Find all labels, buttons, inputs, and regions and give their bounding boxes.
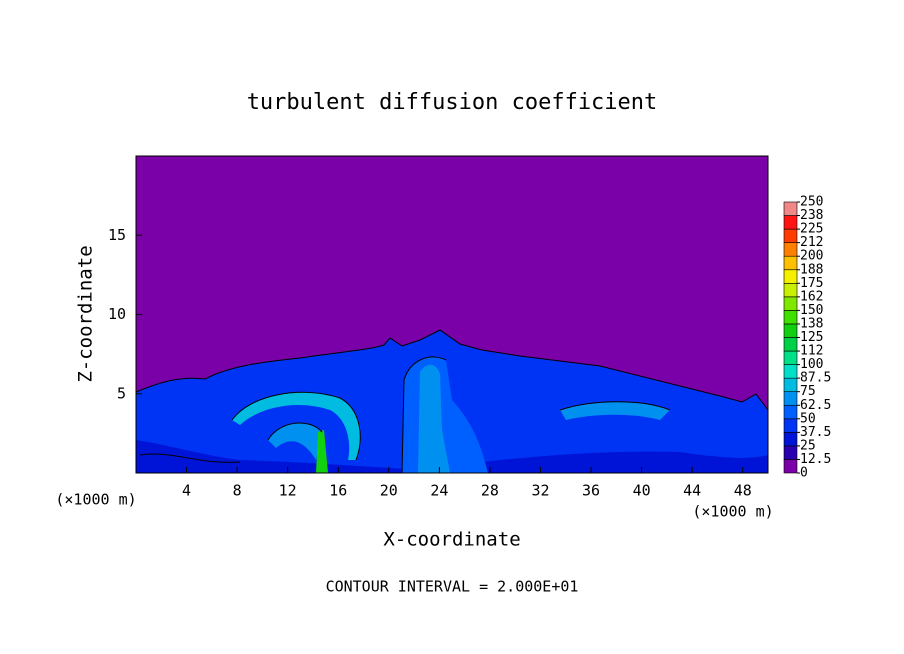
field <box>135 155 769 474</box>
x-tick-label: 32 <box>531 482 549 500</box>
colorbar-swatch <box>783 282 798 298</box>
colorbar-label: 50 <box>800 411 816 426</box>
colorbar-label: 188 <box>800 262 823 277</box>
x-tick-label: 20 <box>380 482 398 500</box>
chart-title: turbulent diffusion coefficient <box>247 90 658 115</box>
colorbar-swatch <box>783 391 798 406</box>
colorbar-swatch <box>783 242 798 257</box>
colorbar-label: 250 <box>800 195 823 210</box>
colorbar-label: 200 <box>800 249 823 264</box>
colorbar-swatch <box>783 445 798 460</box>
footnote: CONTOUR INTERVAL = 2.000E+01 <box>326 578 579 596</box>
field-region <box>268 422 322 460</box>
colorbar-label: 125 <box>800 330 823 345</box>
colorbar-swatch <box>783 350 798 365</box>
y-tick-label: 15 <box>108 226 126 244</box>
colorbar-swatch <box>783 201 798 216</box>
colorbar-swatch <box>783 323 798 338</box>
x-tick-label: 8 <box>233 482 242 500</box>
colorbar-label: 212 <box>800 235 823 250</box>
x-tick-label: 16 <box>329 482 347 500</box>
field-region <box>232 392 361 460</box>
colorbar-label: 100 <box>800 357 823 372</box>
colorbar-swatch <box>783 364 798 379</box>
field-region <box>560 401 670 420</box>
colorbar-swatch <box>783 310 798 325</box>
y-tick-label: 5 <box>117 384 126 402</box>
colorbar-label: 175 <box>800 276 823 291</box>
colorbar-swatch <box>783 459 798 474</box>
x-unit-label: (×1000 m) <box>692 503 773 521</box>
colorbar-label: 25 <box>800 438 816 453</box>
x-tick-label: 48 <box>734 482 752 500</box>
x-tick-label: 12 <box>279 482 297 500</box>
colorbar-swatch <box>783 404 798 420</box>
field-region <box>316 430 328 473</box>
y-unit-label: (×1000 m) <box>55 491 136 509</box>
colorbar-swatch <box>783 418 798 433</box>
x-tick-label: 24 <box>430 482 448 500</box>
colorbar-swatch <box>783 255 798 271</box>
y-axis-label: Z-coordinate <box>75 245 97 382</box>
field-region <box>418 364 450 473</box>
colorbar-swatch <box>783 296 798 311</box>
colorbar-swatch <box>783 432 798 447</box>
colorbar-label: 112 <box>800 344 823 359</box>
colorbar-label: 225 <box>800 222 823 237</box>
x-tick-label: 28 <box>481 482 499 500</box>
y-tick-label: 10 <box>108 305 126 323</box>
colorbar-label: 12.5 <box>800 452 831 467</box>
x-tick-label: 36 <box>582 482 600 500</box>
x-tick-label: 4 <box>182 482 191 500</box>
colorbar-swatch <box>783 215 798 230</box>
colorbar-label: 87.5 <box>800 371 831 386</box>
field-region <box>136 440 768 473</box>
contour-line <box>139 356 671 474</box>
x-tick-label: 40 <box>633 482 651 500</box>
colorbar-label: 138 <box>800 316 823 331</box>
x-tick-label: 44 <box>683 482 701 500</box>
colorbar-label: 162 <box>800 289 823 304</box>
x-axis-label: X-coordinate <box>383 529 520 551</box>
colorbar-swatch <box>783 337 798 352</box>
colorbar-label: 75 <box>800 384 816 399</box>
contour-line <box>135 329 769 411</box>
colorbar-swatch <box>783 228 798 243</box>
colorbar-label: 238 <box>800 208 823 223</box>
colorbar-swatch <box>783 377 798 392</box>
colorbar-label: 37.5 <box>800 425 831 440</box>
colorbar-label: 62.5 <box>800 398 831 413</box>
colorbar-label: 0 <box>800 466 808 481</box>
colorbar-swatch <box>783 269 798 284</box>
colorbar-label: 150 <box>800 303 823 318</box>
